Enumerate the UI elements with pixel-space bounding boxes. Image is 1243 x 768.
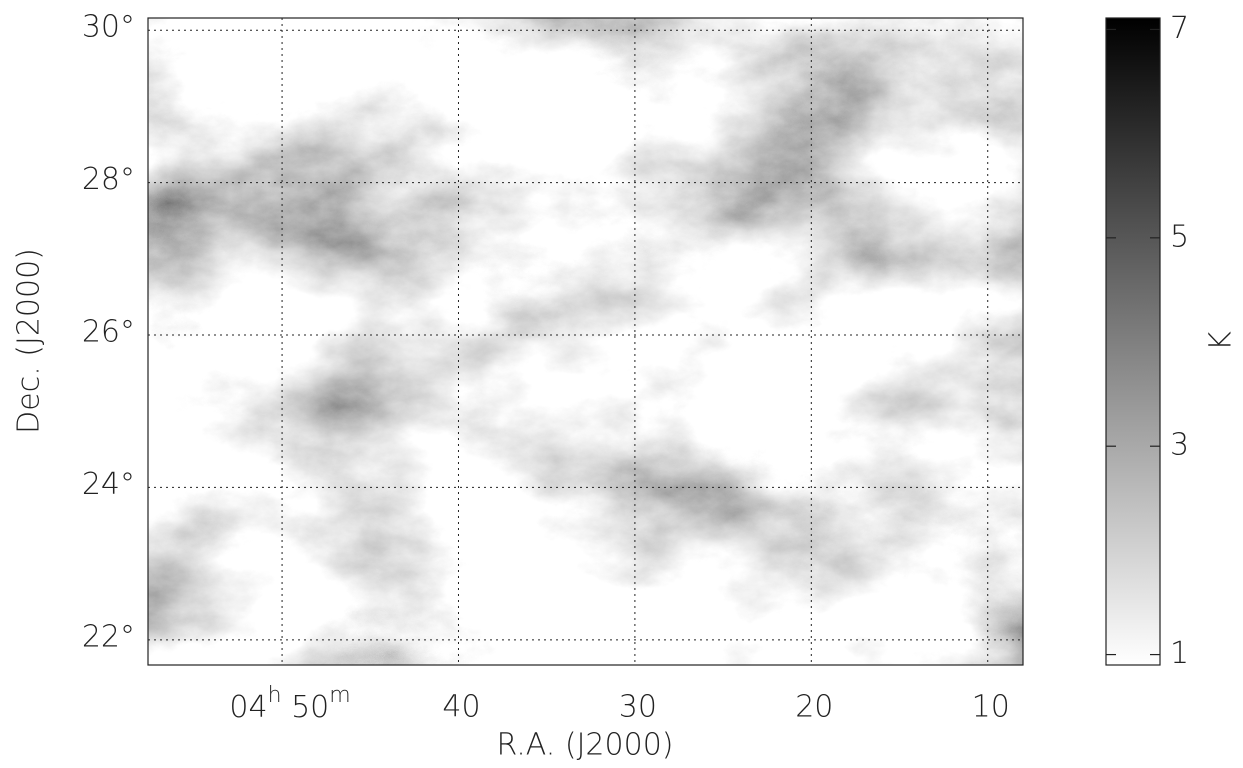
y-tick-label: 24° [82, 467, 135, 502]
x-tick-label: 40 [442, 690, 480, 725]
y-tick-label: 28° [82, 162, 135, 197]
x-axis-label: R.A. (J2000) [497, 728, 674, 763]
y-axis-label: Dec. (J2000) [12, 248, 47, 434]
colorbar-tick-label: 7 [1170, 11, 1189, 46]
y-tick-label: 26° [82, 315, 135, 350]
x-tick-label: 30 [619, 690, 657, 725]
y-tick-label: 30° [82, 10, 135, 45]
colorbar-label: K [1204, 331, 1239, 351]
x-tick-label: 20 [795, 690, 833, 725]
plot-frame [147, 17, 1024, 666]
colorbar [1105, 17, 1161, 666]
colorbar-tick-label: 5 [1170, 219, 1189, 254]
x-tick-label: 10 [972, 690, 1010, 725]
colorbar-tick-label: 1 [1170, 636, 1189, 671]
y-tick-label: 22° [82, 619, 135, 654]
intensity-map [148, 18, 1023, 665]
x-tick-label: 04h 50m [229, 683, 350, 725]
colorbar-tick-label: 3 [1170, 428, 1189, 463]
